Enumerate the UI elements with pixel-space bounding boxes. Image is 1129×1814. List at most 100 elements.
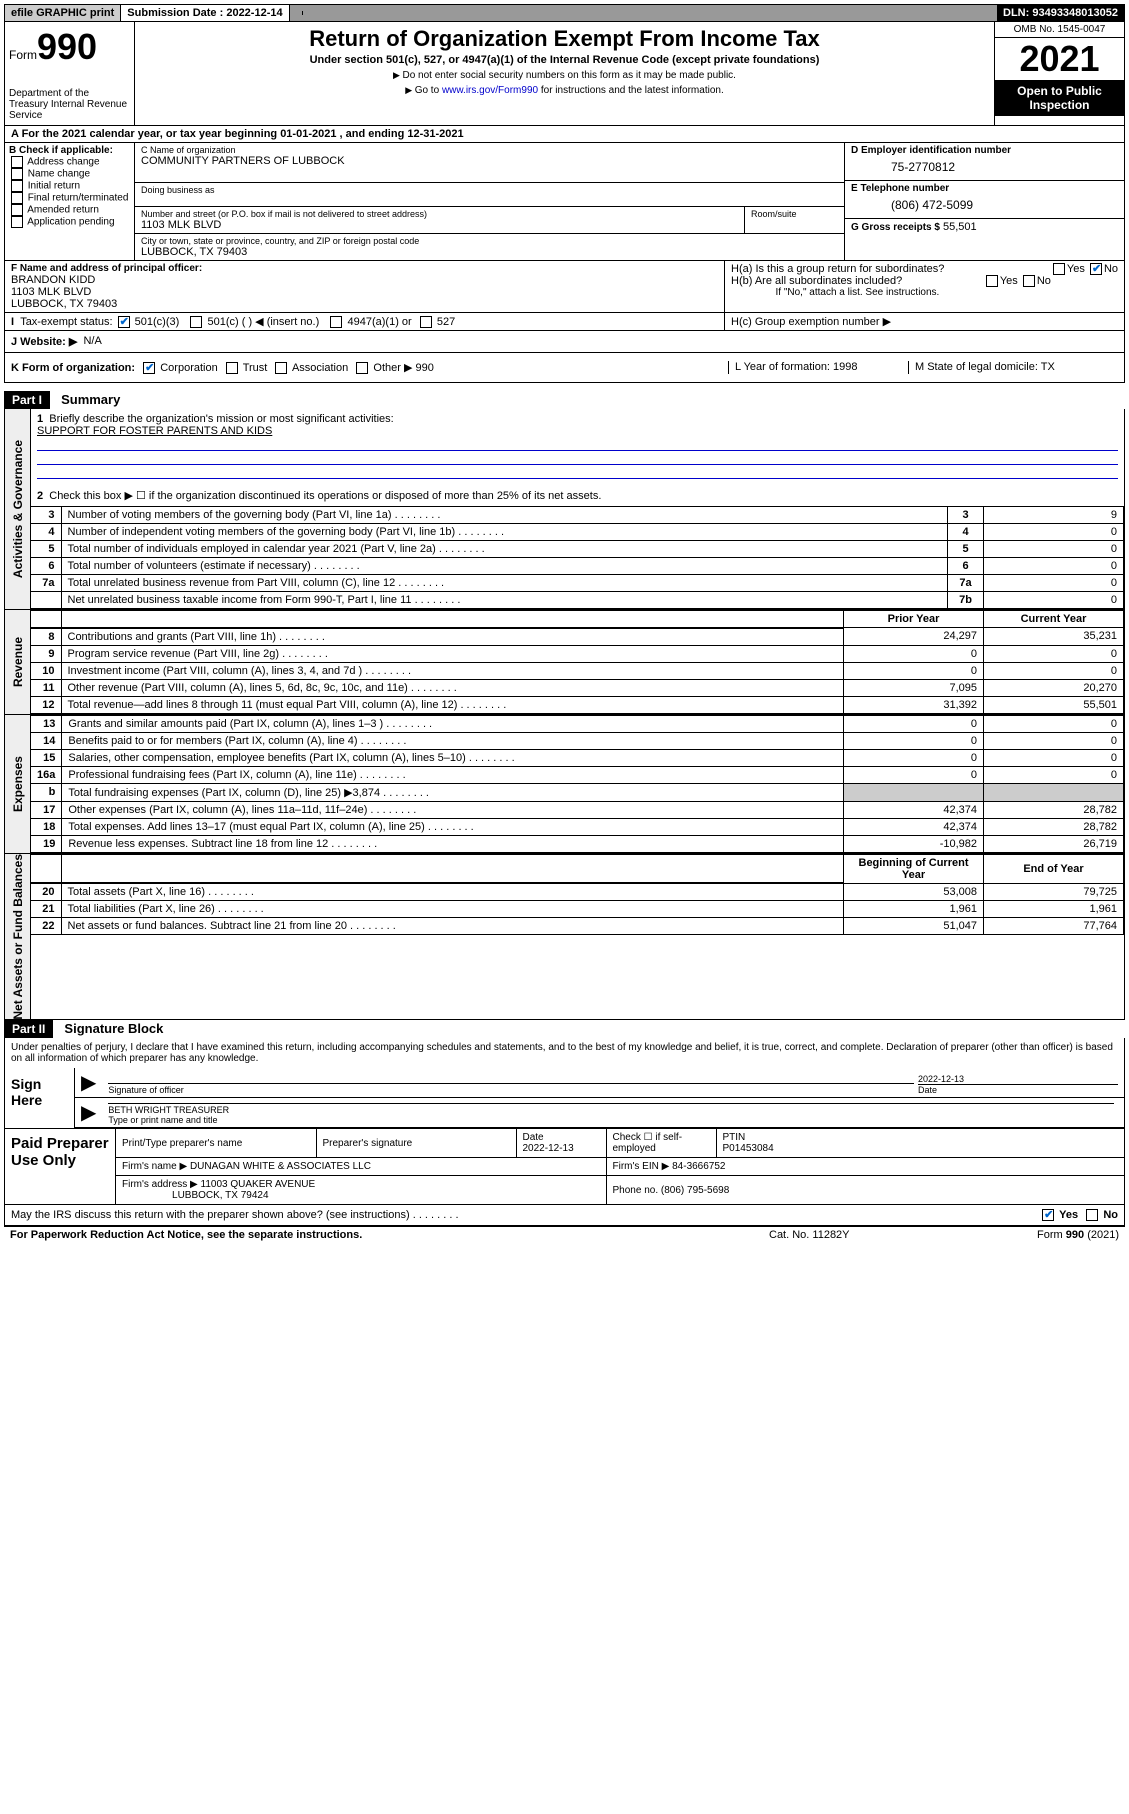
cb-hb-yes[interactable]	[986, 275, 998, 287]
row-prior: 51,047	[844, 918, 984, 935]
paid-label: Paid Preparer Use Only	[5, 1129, 115, 1204]
row-num: 7a	[31, 575, 61, 592]
side-revenue: Revenue	[11, 637, 25, 687]
col-hdr: Prior Year	[844, 611, 984, 628]
row-box: 5	[948, 541, 984, 558]
form-header: Form990 Department of the Treasury Inter…	[4, 22, 1125, 126]
footer-paperwork: For Paperwork Reduction Act Notice, see …	[10, 1229, 769, 1241]
row-box: 7b	[948, 592, 984, 609]
discuss-row: May the IRS discuss this return with the…	[4, 1205, 1125, 1226]
row-prior: 1,961	[844, 901, 984, 918]
row-desc: Benefits paid to or for members (Part IX…	[62, 732, 844, 749]
officer-addr2: LUBBOCK, TX 79403	[11, 298, 718, 310]
cb-ha-yes[interactable]	[1053, 263, 1065, 275]
part1-expenses: Expenses 13 Grants and similar amounts p…	[4, 715, 1125, 854]
row-desc: Number of independent voting members of …	[61, 524, 948, 541]
cb-other[interactable]	[356, 362, 368, 374]
row-desc: Net assets or fund balances. Subtract li…	[61, 918, 844, 935]
row-prior: 42,374	[844, 801, 984, 818]
cb-discuss-yes[interactable]	[1042, 1209, 1054, 1221]
row-num: 20	[31, 883, 61, 901]
dln: DLN: 93493348013052	[997, 5, 1124, 21]
cb-hb-no[interactable]	[1023, 275, 1035, 287]
irs-link[interactable]: www.irs.gov/Form990	[442, 85, 538, 96]
note-ssn: Do not enter social security numbers on …	[139, 70, 990, 81]
row-curr: 1,961	[984, 901, 1124, 918]
row-desc: Salaries, other compensation, employee b…	[62, 749, 844, 766]
row-curr: 0	[984, 715, 1124, 732]
cb-discuss-no[interactable]	[1086, 1209, 1098, 1221]
row-curr: 26,719	[984, 835, 1124, 852]
row-desc: Total unrelated business revenue from Pa…	[61, 575, 948, 592]
row-a-tax-year: A For the 2021 calendar year, or tax yea…	[4, 126, 1125, 143]
row-prior: -10,982	[844, 835, 984, 852]
row-curr: 0	[984, 749, 1124, 766]
cb-assoc[interactable]	[275, 362, 287, 374]
row-prior: 42,374	[844, 818, 984, 835]
row-curr: 0	[984, 662, 1124, 679]
part1-governance: Activities & Governance 1 Briefly descri…	[4, 409, 1125, 610]
hb-note: If "No," attach a list. See instructions…	[731, 287, 1118, 298]
row-num: 3	[31, 507, 61, 524]
cb-initial[interactable]	[11, 180, 23, 192]
sig-name-line: BETH WRIGHT TREASURERType or print name …	[108, 1103, 1114, 1125]
cb-pending[interactable]	[11, 216, 23, 228]
row-prior: 0	[844, 766, 984, 783]
cb-527[interactable]	[420, 316, 432, 328]
cb-address[interactable]	[11, 156, 23, 168]
row-desc: Professional fundraising fees (Part IX, …	[62, 766, 844, 783]
room-box: Room/suite	[744, 207, 844, 234]
city-box: City or town, state or province, country…	[135, 234, 844, 260]
sig-officer-line: Signature of officer	[108, 1083, 914, 1095]
row-box: 6	[948, 558, 984, 575]
side-netassets: Net Assets or Fund Balances	[11, 854, 25, 1020]
row-prior: 7,095	[844, 679, 984, 696]
side-governance: Activities & Governance	[11, 440, 25, 578]
row-desc: Number of voting members of the governin…	[61, 507, 948, 524]
row-prior: 31,392	[844, 696, 984, 713]
tax-year: 2021	[995, 38, 1124, 80]
cb-corp[interactable]	[143, 362, 155, 374]
top-bar: efile GRAPHIC print Submission Date : 20…	[4, 4, 1125, 22]
print-button[interactable]: efile GRAPHIC print	[5, 5, 121, 21]
row-desc: Total assets (Part X, line 16)	[61, 883, 844, 901]
hc-row: H(c) Group exemption number ▶	[724, 313, 1124, 330]
cb-ha-no[interactable]	[1090, 263, 1102, 275]
cb-trust[interactable]	[226, 362, 238, 374]
row-num: 14	[31, 732, 62, 749]
col-hdr: Beginning of Current Year	[844, 854, 984, 883]
footer-catno: Cat. No. 11282Y	[769, 1229, 969, 1241]
row-val: 0	[984, 592, 1124, 609]
row-box: 3	[948, 507, 984, 524]
cb-final[interactable]	[11, 192, 23, 204]
side-expenses: Expenses	[11, 756, 25, 812]
row-num: 22	[31, 918, 61, 935]
row-num: 17	[31, 801, 62, 818]
row-desc: Investment income (Part VIII, column (A)…	[61, 662, 844, 679]
q2-text: Check this box ▶ ☐ if the organization d…	[49, 490, 601, 502]
row-curr: 0	[984, 766, 1124, 783]
form-title: Return of Organization Exempt From Incom…	[139, 26, 990, 52]
row-desc: Total number of volunteers (estimate if …	[61, 558, 948, 575]
col-hdr: Current Year	[984, 611, 1124, 628]
cb-501c3[interactable]	[118, 316, 130, 328]
row-desc: Other expenses (Part IX, column (A), lin…	[62, 801, 844, 818]
row-num: 19	[31, 835, 62, 852]
cb-4947[interactable]	[330, 316, 342, 328]
row-prior: 0	[844, 645, 984, 662]
row-curr: 0	[984, 645, 1124, 662]
row-val: 0	[984, 541, 1124, 558]
cb-amended[interactable]	[11, 204, 23, 216]
officer-addr1: 1103 MLK BLVD	[11, 286, 718, 298]
row-box: 7a	[948, 575, 984, 592]
street-box: Number and street (or P.O. box if mail i…	[135, 207, 744, 234]
row-num: 8	[31, 628, 61, 646]
dba-box: Doing business as	[135, 183, 844, 207]
row-num: 13	[31, 715, 62, 732]
cb-501c[interactable]	[190, 316, 202, 328]
row-desc: Total expenses. Add lines 13–17 (must eq…	[62, 818, 844, 835]
col-hdr: End of Year	[984, 854, 1124, 883]
row-desc: Grants and similar amounts paid (Part IX…	[62, 715, 844, 732]
row-num: 16a	[31, 766, 62, 783]
cb-name[interactable]	[11, 168, 23, 180]
